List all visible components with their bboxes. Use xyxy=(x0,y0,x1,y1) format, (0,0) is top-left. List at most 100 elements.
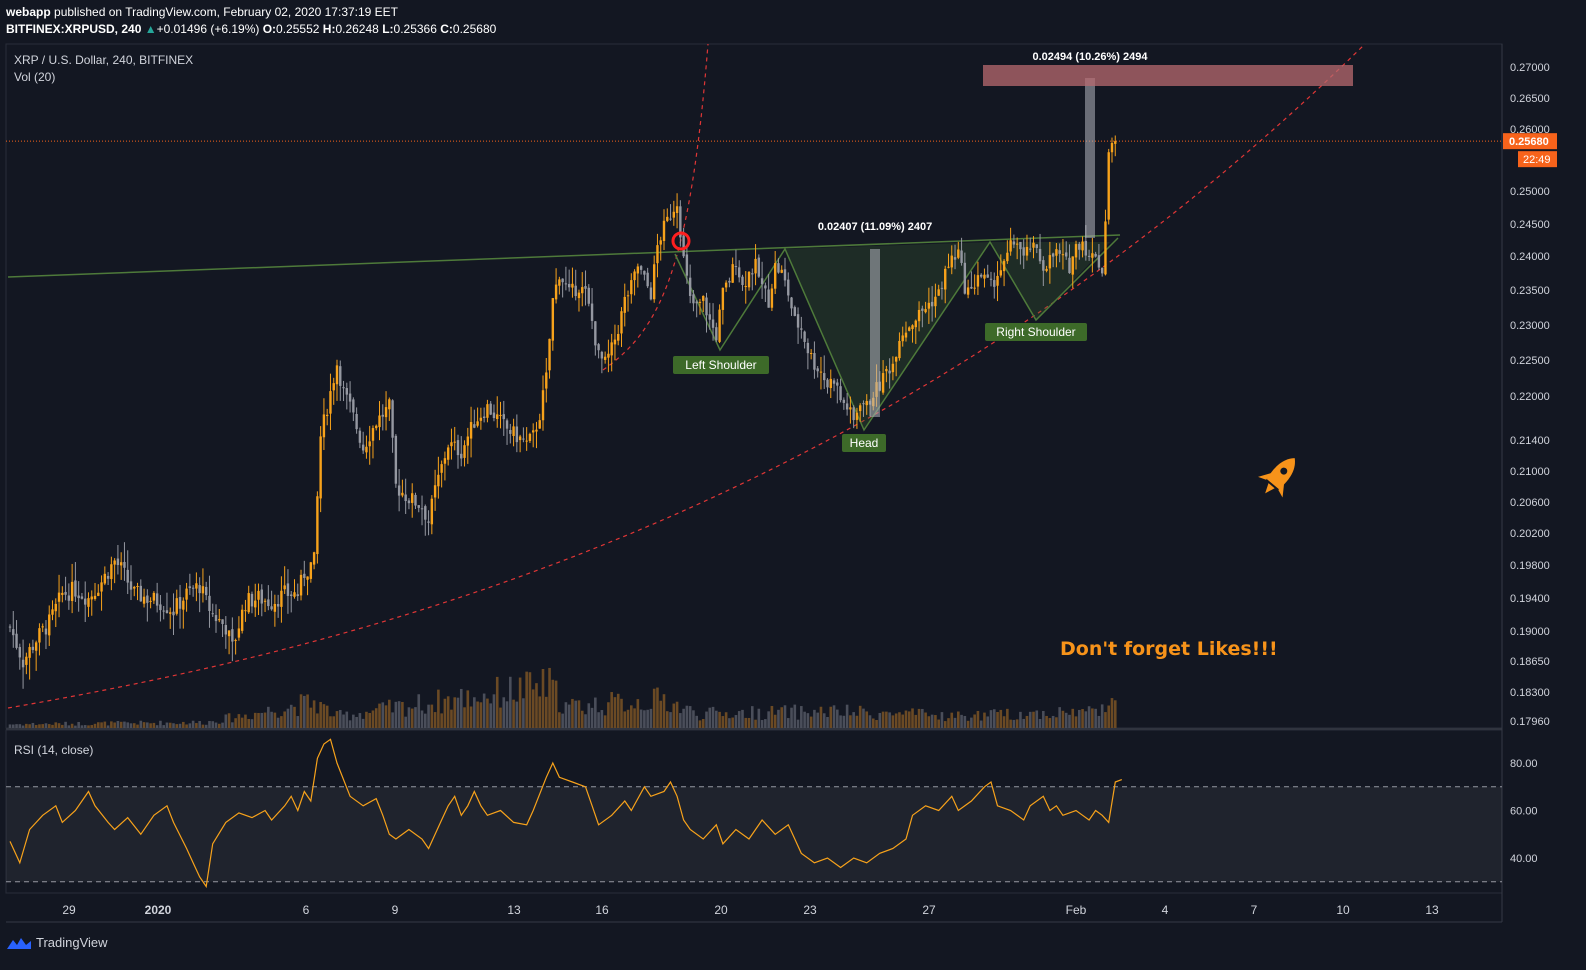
volume-bar xyxy=(800,706,803,728)
candle-body xyxy=(254,600,257,608)
volume-bar xyxy=(531,689,535,728)
candle-body xyxy=(286,583,290,596)
publisher-name[interactable]: webapp xyxy=(6,5,51,19)
candle xyxy=(1029,237,1032,253)
price-tick: 0.24000 xyxy=(1510,251,1550,263)
volume-bar xyxy=(610,692,613,728)
candle xyxy=(921,305,924,328)
volume-bar xyxy=(731,717,734,728)
volume-bar xyxy=(679,713,682,728)
volume-bar xyxy=(443,698,447,728)
candle-body xyxy=(512,426,515,437)
volume-bar xyxy=(456,697,460,728)
candle-body xyxy=(643,270,646,275)
candle-body xyxy=(806,342,810,354)
candle-body xyxy=(312,552,316,565)
candle-body xyxy=(911,325,914,330)
candle xyxy=(299,569,303,601)
candle-body xyxy=(54,603,57,612)
candle-body xyxy=(185,588,188,600)
candle xyxy=(247,585,250,614)
candle xyxy=(852,405,855,429)
volume-bar xyxy=(463,707,466,728)
candle xyxy=(1065,241,1068,260)
candle-body xyxy=(541,390,545,421)
candle-body xyxy=(1081,241,1084,251)
candle xyxy=(1078,241,1081,260)
volume-bar xyxy=(734,715,738,728)
time-tick: 10 xyxy=(1336,903,1350,917)
candles xyxy=(8,135,1117,689)
volume-bar xyxy=(90,725,94,728)
candle xyxy=(790,296,793,316)
candle xyxy=(577,289,581,312)
volume-bar xyxy=(303,695,306,728)
candle-body xyxy=(394,435,398,484)
candle xyxy=(639,264,643,275)
candle xyxy=(698,298,702,315)
time-tick: 9 xyxy=(392,903,399,917)
candle xyxy=(695,300,698,318)
candle-body xyxy=(172,611,175,616)
volume-bar xyxy=(41,724,44,728)
candle xyxy=(276,594,280,618)
candle-body xyxy=(944,268,947,290)
volume-bar xyxy=(790,707,793,728)
candle xyxy=(466,427,469,464)
volume-bar xyxy=(106,725,110,728)
candle-body xyxy=(267,599,270,607)
candle-body xyxy=(819,371,823,373)
candle xyxy=(940,281,944,300)
candle xyxy=(1061,239,1065,270)
candle-body xyxy=(594,321,597,346)
volume-bar xyxy=(741,709,744,728)
candle-body xyxy=(976,275,980,287)
candle xyxy=(617,325,620,346)
candle xyxy=(414,492,417,510)
candle-body xyxy=(1022,247,1025,256)
candle-body xyxy=(18,647,22,658)
candle-body xyxy=(626,295,630,297)
volume-bar xyxy=(963,715,967,728)
volume-bar xyxy=(1100,704,1104,728)
candle xyxy=(433,469,437,511)
volume-bar xyxy=(172,723,175,728)
candle xyxy=(149,597,152,609)
candle xyxy=(966,279,970,299)
candle-body xyxy=(744,286,747,288)
candle-body xyxy=(1100,267,1104,274)
candle-body xyxy=(169,612,172,614)
candle xyxy=(679,200,682,247)
candle xyxy=(603,351,607,364)
candle xyxy=(643,270,646,281)
volume-bar xyxy=(204,724,208,728)
volume-bar xyxy=(509,676,512,728)
rsi-pane: 80.00 60.00 40.00 xyxy=(6,738,1538,889)
candle-body xyxy=(476,421,479,426)
volume-bar xyxy=(571,698,574,728)
candle-body xyxy=(276,604,280,607)
volume-bar xyxy=(992,709,996,728)
candle-body xyxy=(567,283,571,288)
candle xyxy=(1038,233,1042,265)
candle xyxy=(564,266,568,291)
price-tick: 0.22000 xyxy=(1510,391,1550,403)
drawing-tools[interactable] xyxy=(671,65,1353,417)
candle xyxy=(1068,244,1071,274)
candle-body xyxy=(845,403,849,410)
price-tick: 0.19000 xyxy=(1510,626,1550,638)
candle-body xyxy=(175,598,178,614)
volume-bar xyxy=(414,707,417,728)
volume-bar xyxy=(191,720,195,728)
volume-bar xyxy=(564,702,568,728)
change-up-icon: ▲ xyxy=(144,22,157,36)
candle xyxy=(70,563,74,614)
tradingview-footer[interactable]: TradingView xyxy=(6,935,108,950)
candle xyxy=(1009,227,1012,256)
volume-bar xyxy=(240,717,244,728)
candle-body xyxy=(456,440,460,456)
candle xyxy=(306,576,309,596)
volume-bar xyxy=(862,708,865,728)
candle-body xyxy=(34,642,38,651)
